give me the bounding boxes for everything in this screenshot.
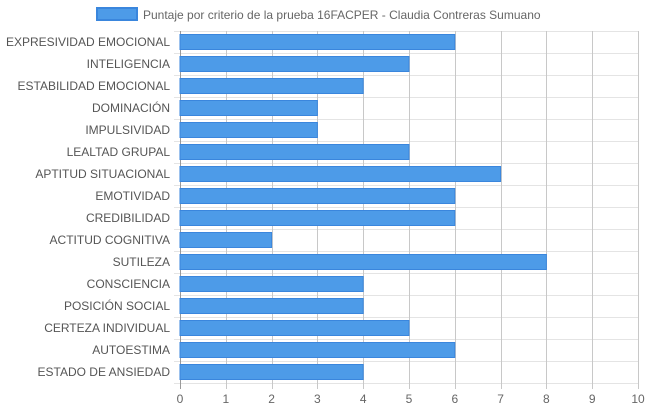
bar[interactable] — [179, 144, 410, 160]
bar[interactable] — [179, 210, 456, 226]
category-label: AUTOESTIMA — [92, 343, 170, 357]
x-tick-label: 8 — [543, 392, 550, 406]
bar[interactable] — [179, 254, 547, 270]
bar[interactable] — [179, 320, 410, 336]
category-label: ESTADO DE ANSIEDAD — [38, 365, 171, 379]
category-label: DOMINACIÓN — [92, 100, 170, 115]
category-label: CREDIBILIDAD — [86, 211, 170, 225]
category-label: CERTEZA INDIVIDUAL — [44, 321, 170, 335]
category-label: INTELIGENCIA — [87, 57, 170, 71]
x-tick-label: 2 — [268, 392, 275, 406]
bar[interactable] — [179, 122, 318, 138]
category-label: ESTABILIDAD EMOCIONAL — [18, 79, 171, 93]
bar[interactable] — [179, 34, 456, 50]
bar[interactable] — [179, 100, 318, 116]
bar[interactable] — [179, 78, 364, 94]
category-label: LEALTAD GRUPAL — [67, 145, 171, 159]
bar[interactable] — [179, 276, 364, 292]
bar[interactable] — [179, 166, 502, 182]
x-tick-label: 7 — [497, 392, 504, 406]
x-tick-label: 5 — [406, 392, 413, 406]
legend-swatch[interactable] — [96, 7, 138, 21]
category-label: APTITUD SITUACIONAL — [35, 167, 170, 181]
x-axis-ticks: 0 1 2 3 4 5 6 7 8 9 10 — [177, 392, 645, 406]
x-tick-label: 0 — [177, 392, 184, 406]
category-labels: EXPRESIVIDAD EMOCIONAL INTELIGENCIA ESTABI… — [6, 35, 170, 379]
category-label: EMOTIVIDAD — [95, 189, 170, 203]
x-tick-label: 10 — [631, 392, 645, 406]
bar[interactable] — [179, 188, 456, 204]
bar[interactable] — [179, 232, 273, 248]
legend-label[interactable]: Puntaje por criterio de la prueba 16FACP… — [143, 8, 541, 22]
bar[interactable] — [179, 364, 364, 380]
category-label: SUTILEZA — [113, 255, 170, 269]
x-tick-label: 9 — [589, 392, 596, 406]
bar[interactable] — [179, 342, 456, 358]
category-label: EXPRESIVIDAD EMOCIONAL — [6, 35, 170, 49]
bar[interactable] — [179, 56, 410, 72]
x-tick-label: 4 — [360, 392, 367, 406]
category-label: IMPULSIVIDAD — [85, 123, 170, 137]
bars — [179, 34, 547, 380]
category-label: CONSCIENCIA — [87, 277, 170, 291]
x-tick-label: 1 — [222, 392, 229, 406]
category-label: POSICIÓN SOCIAL — [64, 298, 170, 313]
category-label: ACTITUD COGNITIVA — [50, 233, 170, 247]
bar[interactable] — [179, 298, 364, 314]
legend[interactable]: Puntaje por criterio de la prueba 16FACP… — [96, 7, 541, 22]
x-tick-label: 6 — [451, 392, 458, 406]
x-tick-label: 3 — [314, 392, 321, 406]
